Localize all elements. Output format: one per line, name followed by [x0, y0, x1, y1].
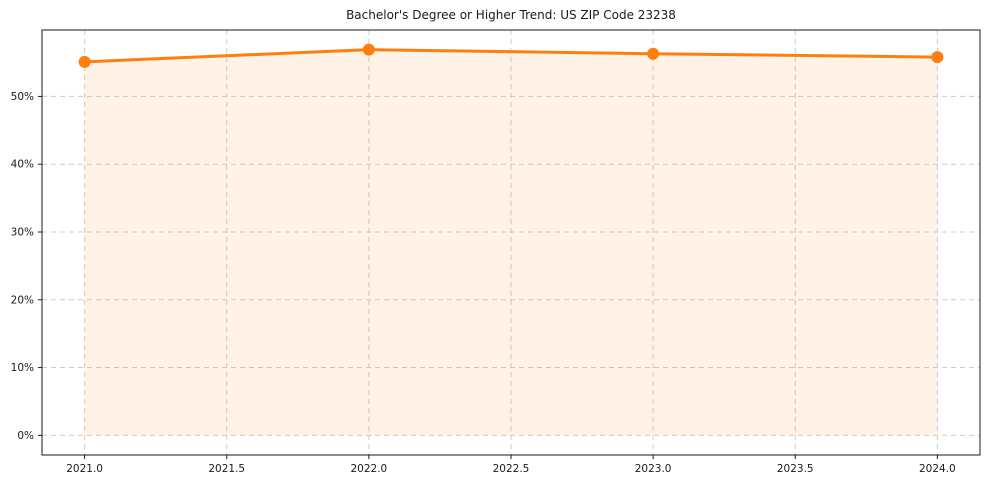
- y-tick-label: 40%: [11, 159, 34, 171]
- y-tick-label: 20%: [11, 294, 34, 306]
- y-tick-label: 10%: [11, 362, 34, 374]
- data-point-marker: [78, 55, 91, 68]
- x-tick-label: 2022.5: [493, 463, 530, 475]
- x-tick-label: 2023.5: [777, 463, 814, 475]
- y-tick-label: 30%: [11, 226, 34, 238]
- x-tick-label: 2021.5: [208, 463, 245, 475]
- area-fill: [84, 49, 938, 436]
- y-tick-label: 50%: [11, 91, 34, 103]
- data-point-marker: [647, 47, 660, 60]
- x-tick-label: 2021.0: [66, 463, 103, 475]
- y-tick-label: 0%: [17, 430, 34, 442]
- data-point-marker: [931, 51, 944, 64]
- x-tick-label: 2023.0: [635, 463, 672, 475]
- x-tick-label: 2022.0: [351, 463, 388, 475]
- x-tick-label: 2024.0: [919, 463, 956, 475]
- chart-title: Bachelor's Degree or Higher Trend: US ZI…: [346, 8, 676, 22]
- trend-line: [83, 48, 939, 64]
- data-point-marker: [362, 43, 375, 56]
